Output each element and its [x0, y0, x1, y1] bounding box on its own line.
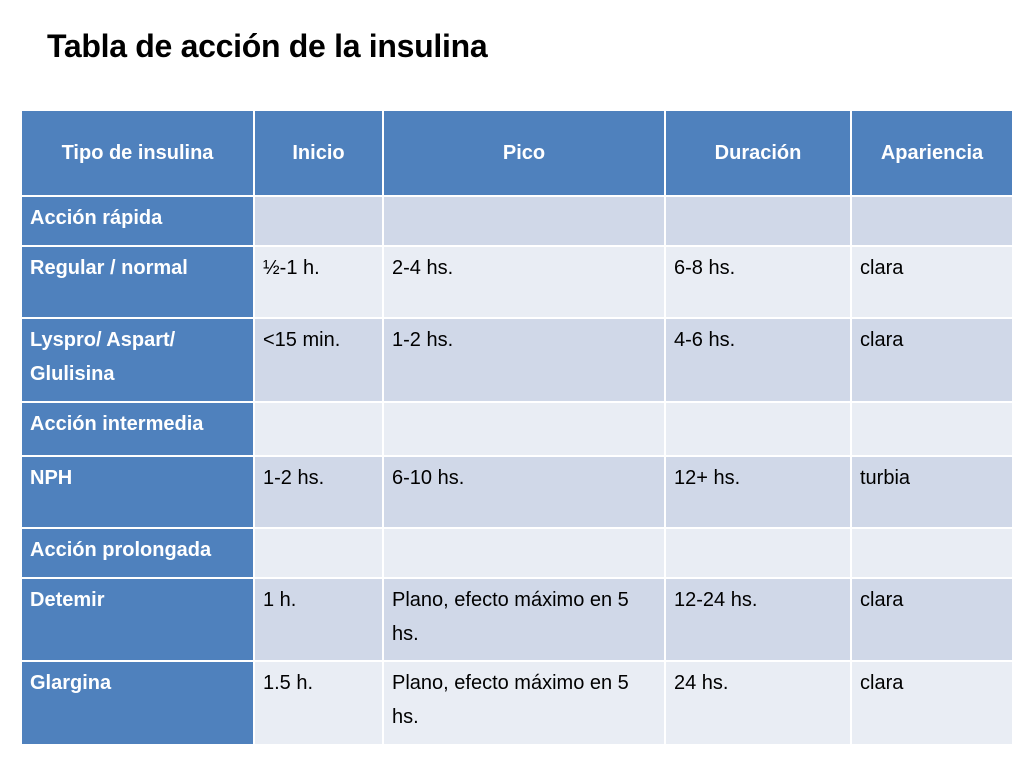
cell-apariencia: [850, 195, 1014, 247]
table-row: Glargina 1.5 h. Plano, efecto máximo en …: [20, 660, 1014, 746]
header-pico: Pico: [382, 109, 666, 197]
table-row: Regular / normal ½-1 h. 2-4 hs. 6-8 hs. …: [20, 245, 1014, 319]
header-apariencia: Apariencia: [850, 109, 1014, 197]
slide-title: Tabla de acción de la insulina: [47, 28, 488, 64]
cell-duracion: 12-24 hs.: [664, 577, 852, 662]
row-label: Glargina: [20, 660, 255, 746]
cell-duracion: 4-6 hs.: [664, 317, 852, 403]
header-tipo: Tipo de insulina: [20, 109, 255, 197]
cell-pico: 1-2 hs.: [382, 317, 666, 403]
insulin-action-table: Tipo de insulina Inicio Pico Duración Ap…: [20, 109, 1014, 746]
header-inicio: Inicio: [253, 109, 384, 197]
cell-pico: Plano, efecto máximo en 5 hs.: [382, 577, 666, 662]
table-row-section-prolongada: Acción prolongada: [20, 527, 1014, 579]
cell-apariencia: clara: [850, 660, 1014, 746]
cell-duracion: 24 hs.: [664, 660, 852, 746]
cell-apariencia: clara: [850, 245, 1014, 319]
table-row: Lyspro/ Aspart/ Glulisina <15 min. 1-2 h…: [20, 317, 1014, 403]
cell-inicio: [253, 527, 384, 579]
cell-duracion: [664, 195, 852, 247]
cell-apariencia: clara: [850, 317, 1014, 403]
table-row: NPH 1-2 hs. 6-10 hs. 12+ hs. turbia: [20, 455, 1014, 529]
cell-pico: Plano, efecto máximo en 5 hs.: [382, 660, 666, 746]
cell-pico: [382, 401, 666, 457]
row-label: Acción intermedia: [20, 401, 255, 457]
cell-inicio: ½-1 h.: [253, 245, 384, 319]
table-header-row: Tipo de insulina Inicio Pico Duración Ap…: [20, 109, 1014, 197]
row-label: Acción prolongada: [20, 527, 255, 579]
cell-pico: 2-4 hs.: [382, 245, 666, 319]
cell-pico: 6-10 hs.: [382, 455, 666, 529]
cell-inicio: 1.5 h.: [253, 660, 384, 746]
cell-inicio: [253, 401, 384, 457]
cell-apariencia: turbia: [850, 455, 1014, 529]
row-label: Lyspro/ Aspart/ Glulisina: [20, 317, 255, 403]
cell-apariencia: clara: [850, 577, 1014, 662]
cell-pico: [382, 195, 666, 247]
cell-inicio: 1 h.: [253, 577, 384, 662]
row-label: NPH: [20, 455, 255, 529]
cell-apariencia: [850, 401, 1014, 457]
header-duracion: Duración: [664, 109, 852, 197]
table-row-section-rapida: Acción rápida: [20, 195, 1014, 247]
cell-inicio: [253, 195, 384, 247]
table-row: Detemir 1 h. Plano, efecto máximo en 5 h…: [20, 577, 1014, 662]
cell-pico: [382, 527, 666, 579]
row-label: Acción rápida: [20, 195, 255, 247]
cell-duracion: 12+ hs.: [664, 455, 852, 529]
table-row-section-intermedia: Acción intermedia: [20, 401, 1014, 457]
cell-duracion: 6-8 hs.: [664, 245, 852, 319]
cell-inicio: <15 min.: [253, 317, 384, 403]
cell-duracion: [664, 527, 852, 579]
cell-inicio: 1-2 hs.: [253, 455, 384, 529]
cell-duracion: [664, 401, 852, 457]
cell-apariencia: [850, 527, 1014, 579]
row-label: Detemir: [20, 577, 255, 662]
row-label: Regular / normal: [20, 245, 255, 319]
